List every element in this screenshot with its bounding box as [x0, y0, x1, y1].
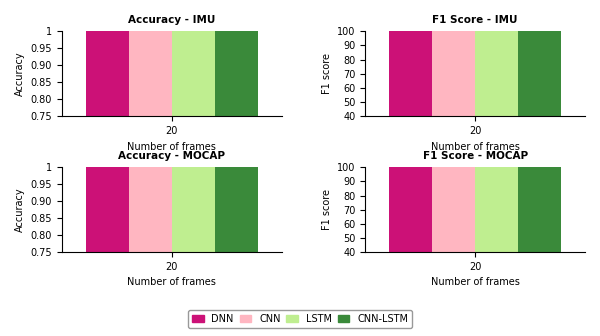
Bar	[172, 0, 215, 116]
Y-axis label: F1 score: F1 score	[322, 189, 332, 230]
Bar	[475, 138, 518, 252]
Bar	[215, 0, 258, 116]
Bar	[172, 0, 215, 252]
X-axis label: Number of frames: Number of frames	[431, 278, 520, 287]
X-axis label: Number of frames: Number of frames	[431, 141, 520, 152]
Y-axis label: Accuracy: Accuracy	[15, 51, 25, 96]
Bar	[215, 0, 258, 252]
Title: Accuracy - IMU: Accuracy - IMU	[128, 15, 215, 25]
Bar	[129, 0, 172, 116]
Bar	[432, 0, 475, 116]
Bar	[432, 137, 475, 252]
X-axis label: Number of frames: Number of frames	[127, 278, 216, 287]
Y-axis label: Accuracy: Accuracy	[15, 187, 25, 232]
Bar	[86, 0, 129, 252]
Bar	[389, 0, 432, 116]
Bar	[389, 142, 432, 252]
Y-axis label: F1 score: F1 score	[322, 53, 332, 94]
Title: F1 Score - IMU: F1 Score - IMU	[433, 15, 518, 25]
Bar	[475, 0, 518, 116]
Bar	[518, 0, 561, 116]
Bar	[86, 0, 129, 116]
Bar	[129, 0, 172, 252]
Bar	[518, 137, 561, 252]
Title: F1 Score - MOCAP: F1 Score - MOCAP	[422, 151, 527, 161]
X-axis label: Number of frames: Number of frames	[127, 141, 216, 152]
Legend: DNN, CNN, LSTM, CNN-LSTM: DNN, CNN, LSTM, CNN-LSTM	[188, 310, 412, 328]
Title: Accuracy - MOCAP: Accuracy - MOCAP	[118, 151, 225, 161]
